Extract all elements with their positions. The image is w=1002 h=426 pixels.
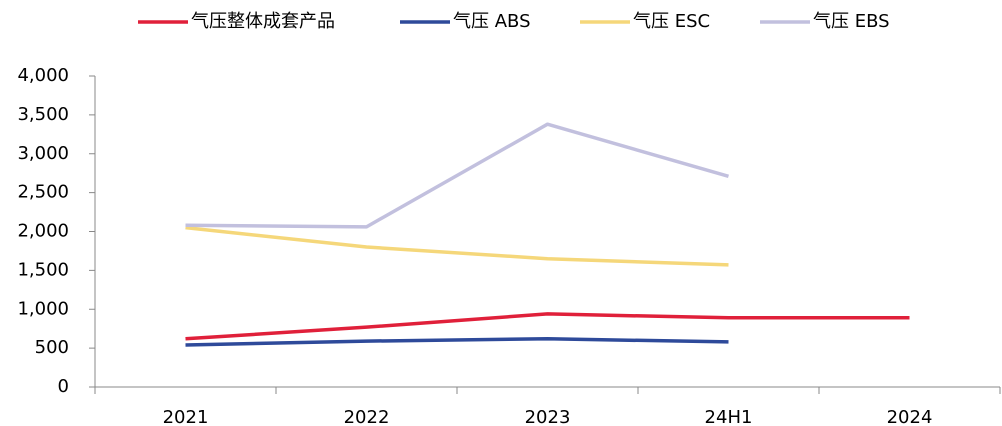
series-line <box>185 337 729 347</box>
y-tick-label: 2,000 <box>17 221 69 242</box>
y-tick-label: 1,500 <box>17 259 69 280</box>
y-tick-label: 3,500 <box>17 104 69 125</box>
series-line <box>185 312 910 341</box>
x-tick-label: 24H1 <box>705 407 753 426</box>
legend-label: 气压 ABS <box>453 11 531 32</box>
x-tick-label: 2022 <box>344 407 390 426</box>
x-tick-label: 2023 <box>525 407 571 426</box>
x-tick-label: 2024 <box>887 407 933 426</box>
y-tick-label: 3,000 <box>17 143 69 164</box>
y-tick-label: 1,000 <box>17 298 69 319</box>
series-line <box>185 122 729 229</box>
legend-label: 气压 EBS <box>813 11 890 32</box>
legend-label: 气压 ESC <box>633 11 710 32</box>
y-tick-label: 0 <box>58 376 69 397</box>
series-line <box>185 225 729 267</box>
legend-label: 气压整体成套产品 <box>191 11 335 32</box>
y-tick-label: 4,000 <box>17 65 69 86</box>
y-tick-label: 500 <box>35 337 69 358</box>
y-tick-label: 2,500 <box>17 182 69 203</box>
x-tick-label: 2021 <box>163 407 209 426</box>
